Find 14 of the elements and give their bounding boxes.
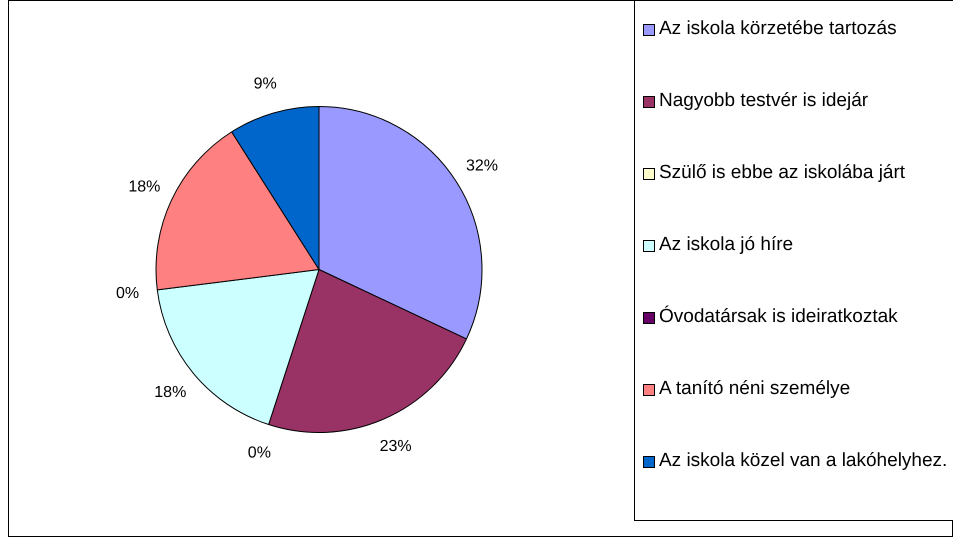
legend-label: Az iskola közel van a lakóhelyhez. — [659, 449, 948, 473]
text: 0% — [248, 444, 271, 462]
legend-label: A tanító néni személye — [659, 377, 850, 401]
legend-label: Óvodatársak is ideiratkoztak — [659, 305, 898, 329]
data-label: 18% — [154, 384, 186, 401]
data-label: 23% — [380, 438, 412, 456]
text: 0% — [116, 285, 140, 302]
legend-label: Az iskola jó híre — [659, 233, 794, 257]
data-label: 9% — [254, 76, 277, 93]
legend-label: Nagyobb testvér is idejár — [659, 89, 868, 113]
legend-label: Szülő is ebbe az iskolába járt — [659, 161, 906, 185]
data-label: 18% — [128, 178, 160, 196]
data-label: 32% — [466, 157, 498, 174]
legend-label: Az iskola körzetébe tartozás — [659, 17, 897, 41]
